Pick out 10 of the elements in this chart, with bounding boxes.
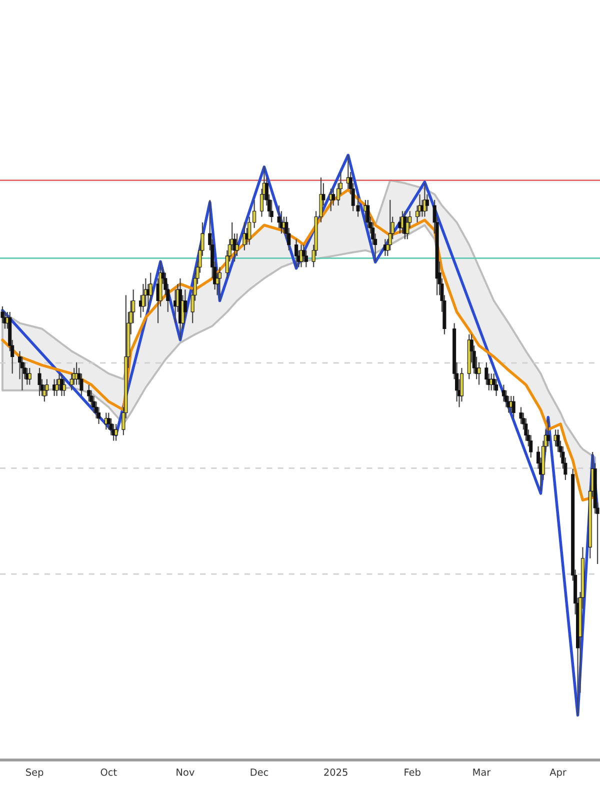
x-tick-label: Oct (100, 768, 117, 776)
x-tick-label: Apr (550, 768, 566, 778)
x-tick-label: Nov (176, 768, 194, 776)
x-tick-label: Sep (26, 768, 44, 778)
candlestick (38, 367, 42, 397)
x-tick-label: Mar (473, 768, 491, 776)
candlestick (512, 395, 516, 419)
x-tick-label: Feb (404, 768, 420, 776)
x-tick-label: 2025 (324, 768, 348, 776)
x-tick-label: Dec (250, 768, 268, 776)
